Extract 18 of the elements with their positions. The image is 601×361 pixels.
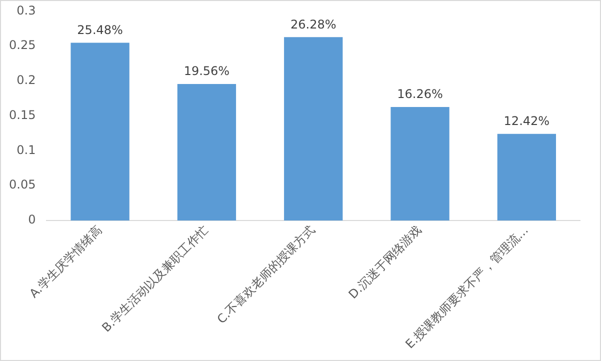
y-tick-label: 0.3 [16, 3, 36, 18]
x-tick-label: C.不喜欢老师的授课方式 [214, 222, 318, 326]
data-label: 19.56% [184, 64, 230, 78]
x-tick-label: D.沉迷于网络游戏 [346, 222, 424, 302]
y-tick-label: 0.05 [9, 178, 36, 192]
data-label: 26.28% [290, 17, 336, 32]
data-label: 12.42% [504, 114, 550, 128]
y-tick-label: 0.2 [16, 73, 36, 88]
bar [497, 134, 556, 220]
data-label: 25.48% [77, 22, 123, 37]
y-tick-label: 0.25 [9, 38, 36, 52]
data-label: 16.26% [397, 87, 443, 102]
bar [177, 84, 236, 220]
bar [390, 107, 450, 220]
y-tick-label: 0.15 [9, 108, 36, 122]
y-tick-label: 0.1 [16, 142, 36, 157]
bar [284, 37, 343, 220]
bar [70, 42, 130, 220]
